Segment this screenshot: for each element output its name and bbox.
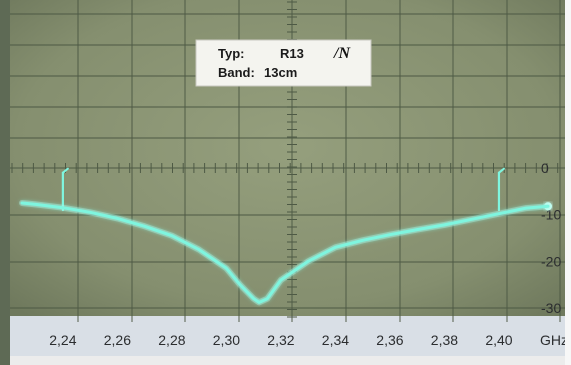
- x-tick-label: 2,26: [104, 332, 131, 348]
- x-tick-label: 2,30: [213, 332, 240, 348]
- band-label: Band:: [218, 65, 255, 80]
- y-tick-label: -30: [541, 300, 561, 316]
- y-tick-label: -20: [541, 253, 561, 269]
- label-card: Typ: R13 /N Band: 13cm: [195, 39, 372, 87]
- band-value: 13cm: [264, 65, 297, 80]
- x-axis-labels: 2,24 2,26 2,28 2,30 2,32 2,34 2,36 2,38 2,40: [49, 332, 513, 348]
- typ-value: R13: [280, 46, 304, 61]
- response-trace: [20, 201, 550, 304]
- marker-hook: [497, 167, 505, 174]
- x-tick-label: 2,24: [49, 332, 76, 348]
- x-tick-label: 2,38: [431, 332, 458, 348]
- left-dark-edge: [0, 0, 10, 365]
- x-tick-label: 2,40: [485, 332, 512, 348]
- right-edge: [565, 0, 571, 365]
- label-card-background: [195, 39, 372, 87]
- handwritten-mark: /N: [333, 45, 351, 62]
- x-tick-label: 2,34: [322, 332, 349, 348]
- y-tick-label: 0: [541, 160, 549, 176]
- graticule: [10, 0, 565, 322]
- x-tick-label: 2,32: [267, 332, 294, 348]
- x-tick-label: 2,28: [158, 332, 185, 348]
- axis-label-strip: [10, 316, 565, 356]
- y-axis-labels: 0 -10 -20 -30: [541, 160, 561, 316]
- typ-label: Typ:: [218, 46, 244, 61]
- marker-hook: [61, 167, 69, 174]
- x-tick-label: 2,36: [376, 332, 403, 348]
- y-tick-label: -10: [541, 207, 561, 223]
- x-unit-label: GHz: [540, 332, 568, 348]
